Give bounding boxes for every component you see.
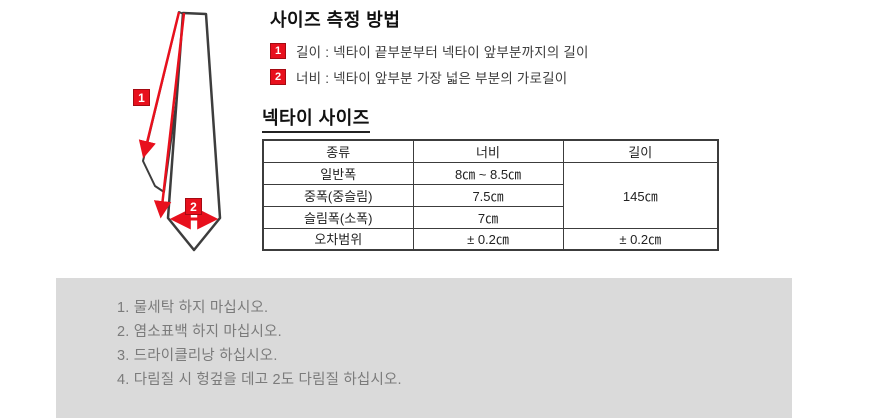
measure-line-back [138, 11, 181, 159]
guide-item-1-badge: 1 [270, 43, 286, 59]
tie-illustration [138, 11, 222, 252]
guide-item-length: 1 길이 : 넥타이 끝부분부터 넥타이 앞부분까지의 길이 [270, 41, 589, 61]
size-table: 종류 너비 길이 일반폭 8㎝ ~ 8.5㎝ 145㎝ 중폭(중슬림) 7.5㎝… [262, 139, 719, 251]
care-instruction-line: 2. 염소표백 하지 마십시오. [117, 324, 282, 340]
header-type: 종류 [262, 139, 414, 163]
cell-type: 오차범위 [262, 227, 414, 251]
guide-item-2-badge: 2 [270, 69, 286, 85]
size-table-title: 넥타이 사이즈 [262, 104, 370, 133]
care-instructions-box: 1. 물세탁 하지 마십시오. 2. 염소표백 하지 마십시오. 3. 드라이클… [56, 278, 792, 418]
table-row: 슬림폭(소폭) 7㎝ [262, 205, 718, 229]
diagram-label-2-badge: 2 [185, 198, 202, 215]
measurement-guide-list: 1 길이 : 넥타이 끝부분부터 넥타이 앞부분까지의 길이 2 너비 : 넥타… [270, 41, 589, 87]
tie-measurement-diagram [100, 5, 260, 255]
measurement-guide-section: 사이즈 측정 방법 1 길이 : 넥타이 끝부분부터 넥타이 앞부분까지의 길이… [270, 6, 589, 87]
cell-width: 7.5㎝ [412, 183, 564, 207]
table-header-row: 종류 너비 길이 [262, 139, 719, 163]
cell-width: 8㎝ ~ 8.5㎝ [412, 161, 564, 185]
diagram-label-1-badge: 1 [133, 89, 150, 106]
header-length: 길이 [562, 139, 719, 163]
care-instruction-line: 1. 물세탁 하지 마십시오. [117, 300, 269, 316]
measurement-guide-title: 사이즈 측정 방법 [270, 10, 401, 30]
table-row: 중폭(중슬림) 7.5㎝ [262, 183, 718, 207]
cell-length: ± 0.2㎝ [562, 227, 719, 251]
cell-width: ± 0.2㎝ [412, 227, 564, 251]
cell-length-merged: 145㎝ [562, 161, 719, 229]
table-row: 오차범위 ± 0.2㎝ ± 0.2㎝ [262, 227, 719, 251]
guide-item-width: 2 너비 : 넥타이 앞부분 가장 넓은 부분의 가로길이 [270, 67, 589, 87]
guide-item-2-text: 너비 : 넥타이 앞부분 가장 넓은 부분의 가로길이 [296, 71, 568, 86]
care-instruction-line: 3. 드라이클리낭 하십시오. [117, 348, 278, 364]
guide-item-1-text: 길이 : 넥타이 끝부분부터 넥타이 앞부분까지의 길이 [296, 45, 589, 60]
cell-type: 중폭(중슬림) [262, 183, 414, 207]
cell-type: 일반폭 [262, 161, 414, 185]
size-table-section: 넥타이 사이즈 종류 너비 길이 일반폭 8㎝ ~ 8.5㎝ 145㎝ 중폭(중… [262, 104, 719, 251]
header-width: 너비 [412, 139, 564, 163]
cell-width: 7㎝ [412, 205, 564, 229]
tie-front-blade [166, 11, 222, 252]
table-row: 일반폭 8㎝ ~ 8.5㎝ 145㎝ [262, 161, 719, 229]
cell-type: 슬림폭(소폭) [262, 205, 414, 229]
measure-line-length [153, 12, 186, 219]
care-instruction-line: 4. 다림질 시 헝겊을 데고 2도 다림질 하십시오. [117, 372, 402, 388]
